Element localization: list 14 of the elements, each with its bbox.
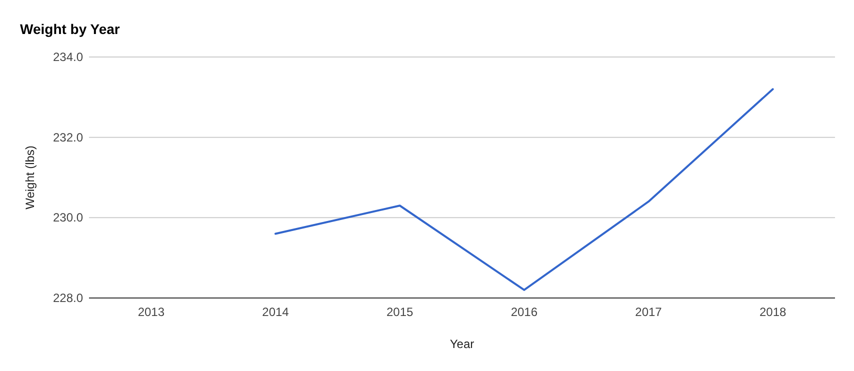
y-tick-label: 228.0 — [52, 291, 84, 305]
x-tick-label: 2016 — [510, 305, 538, 319]
x-tick-label: 2014 — [262, 305, 290, 319]
x-tick-label: 2017 — [635, 305, 662, 319]
x-tick-label: 2013 — [138, 305, 165, 319]
chart-title: Weight by Year — [20, 21, 120, 37]
y-tick-label: 234.0 — [52, 50, 84, 64]
y-tick-label: 230.0 — [52, 210, 84, 225]
x-axis-title: Year — [450, 337, 474, 351]
y-tick-label: 232.0 — [52, 130, 84, 144]
y-axis-title: Weight (lbs) — [23, 146, 37, 210]
x-tick-label: 2018 — [759, 305, 787, 319]
x-tick-label: 2015 — [386, 305, 414, 319]
line-series — [274, 88, 774, 291]
